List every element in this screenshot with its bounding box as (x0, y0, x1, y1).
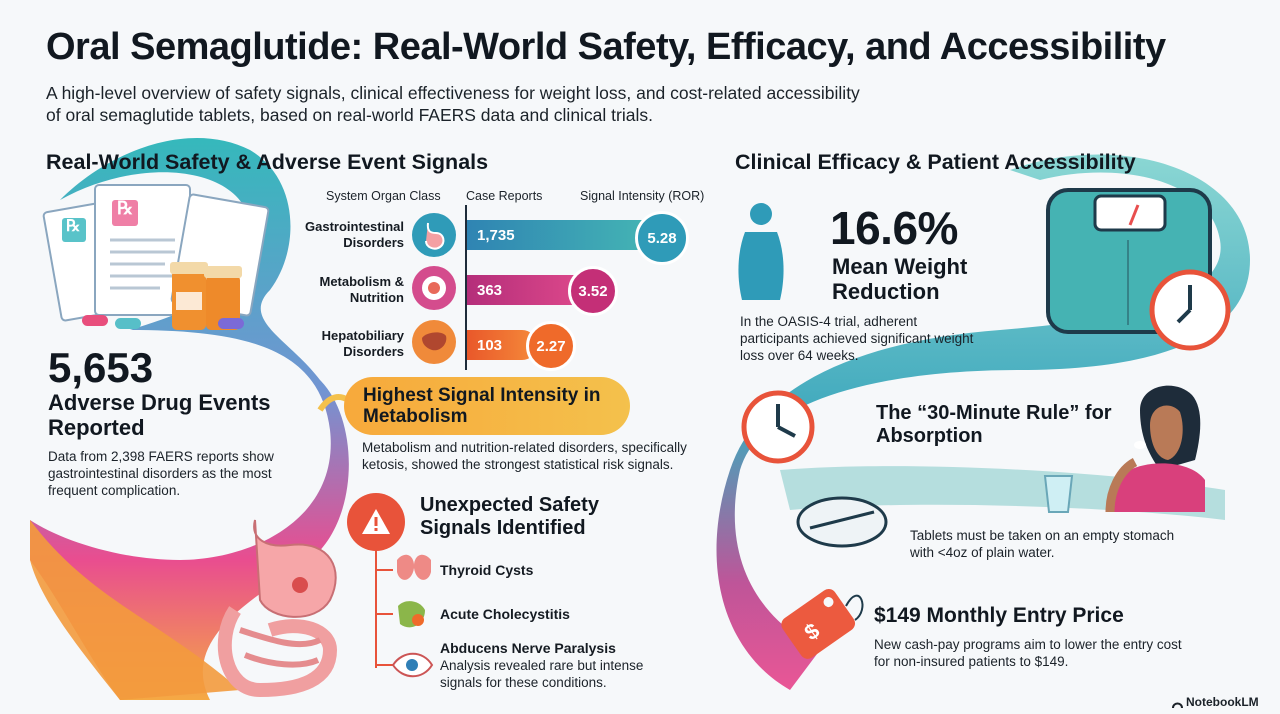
safety-section-heading: Real-World Safety & Adverse Event Signal… (46, 150, 489, 174)
ror-badge-gastrointestinal: 5.28 (635, 211, 689, 265)
thirty-minute-rule-note: Tablets must be taken on an empty stomac… (910, 528, 1175, 560)
weight-reduction-note: In the OASIS-4 trial, adherent participa… (740, 314, 974, 363)
bar-value-metabolism: 363 (477, 282, 503, 299)
weight-reduction-label: Mean Weight Reduction (832, 254, 968, 304)
brand-label: NotebookLM (1186, 695, 1259, 709)
woman-taking-pill-illustration (1105, 385, 1205, 513)
warning-icon (347, 493, 405, 551)
signals-note: Analysis revealed rare but intense signa… (440, 658, 644, 690)
row-label-gastrointestinal: Gastrointestinal Disorders (305, 219, 404, 250)
ror-badge-hepatobiliary: 2.27 (526, 321, 576, 371)
price-title: $149 Monthly Entry Price (874, 604, 1124, 627)
water-glass-illustration (1043, 475, 1074, 513)
total-events-label: Adverse Drug Events Reported (48, 390, 271, 440)
signal-thyroid-cysts: Thyroid Cysts (440, 562, 534, 578)
weight-reduction-value: 16.6% (830, 202, 958, 254)
highlight-note: Metabolism and nutrition-related disorde… (362, 440, 687, 472)
metabolism-icon (412, 266, 456, 310)
signal-abducens-nerve-paralysis: Abducens Nerve Paralysis (440, 640, 616, 656)
col-header-case-reports: Case Reports (466, 189, 543, 203)
thirty-minute-rule-title: The “30-Minute Rule” for Absorption (876, 402, 1112, 447)
bar-hepatobiliary (467, 330, 537, 360)
eye-icon (391, 652, 434, 678)
unexpected-signals-title: Unexpected Safety Signals Identified (420, 494, 599, 539)
signal-acute-cholecystitis: Acute Cholecystitis (440, 606, 570, 622)
clock-illustration-small (741, 390, 815, 464)
row-label-metabolism: Metabolism & Nutrition (319, 274, 404, 305)
stomach-icon (412, 213, 456, 257)
bar-value-gastrointestinal: 1,735 (477, 227, 515, 244)
prescription-documents-illustration (42, 184, 270, 330)
gallbladder-icon (398, 601, 425, 628)
rx-symbol-small: ℞ (66, 218, 81, 235)
tablet-illustration (796, 496, 888, 548)
col-header-organ-class: System Organ Class (326, 189, 441, 203)
liver-icon (412, 320, 456, 364)
row-label-hepatobiliary: Hepatobiliary Disorders (321, 328, 404, 359)
price-note: New cash-pay programs aim to lower the e… (874, 637, 1182, 669)
page-subtitle: A high-level overview of safety signals,… (46, 83, 860, 125)
price-tag-illustration (781, 589, 856, 659)
person-silhouette-illustration (738, 203, 784, 300)
total-events-note: Data from 2,398 FAERS reports show gastr… (48, 449, 274, 498)
clock-illustration-large (1149, 269, 1231, 351)
notebooklm-logo-icon (1172, 696, 1183, 709)
thyroid-icon (397, 554, 431, 580)
efficacy-section-heading: Clinical Efficacy & Patient Accessibilit… (735, 150, 1136, 174)
highlight-title: Highest Signal Intensity in Metabolism (363, 385, 601, 427)
ror-badge-metabolism: 3.52 (568, 266, 618, 316)
bar-gastrointestinal (467, 220, 667, 250)
page-title: Oral Semaglutide: Real-World Safety, Eff… (46, 26, 1166, 68)
col-header-signal-intensity: Signal Intensity (ROR) (580, 189, 705, 203)
total-events-value: 5,653 (48, 344, 154, 391)
highlight-pill (344, 377, 630, 435)
digestive-system-illustration (217, 519, 338, 698)
rx-symbol-large: ℞ (117, 198, 134, 218)
bar-value-hepatobiliary: 103 (477, 337, 503, 354)
